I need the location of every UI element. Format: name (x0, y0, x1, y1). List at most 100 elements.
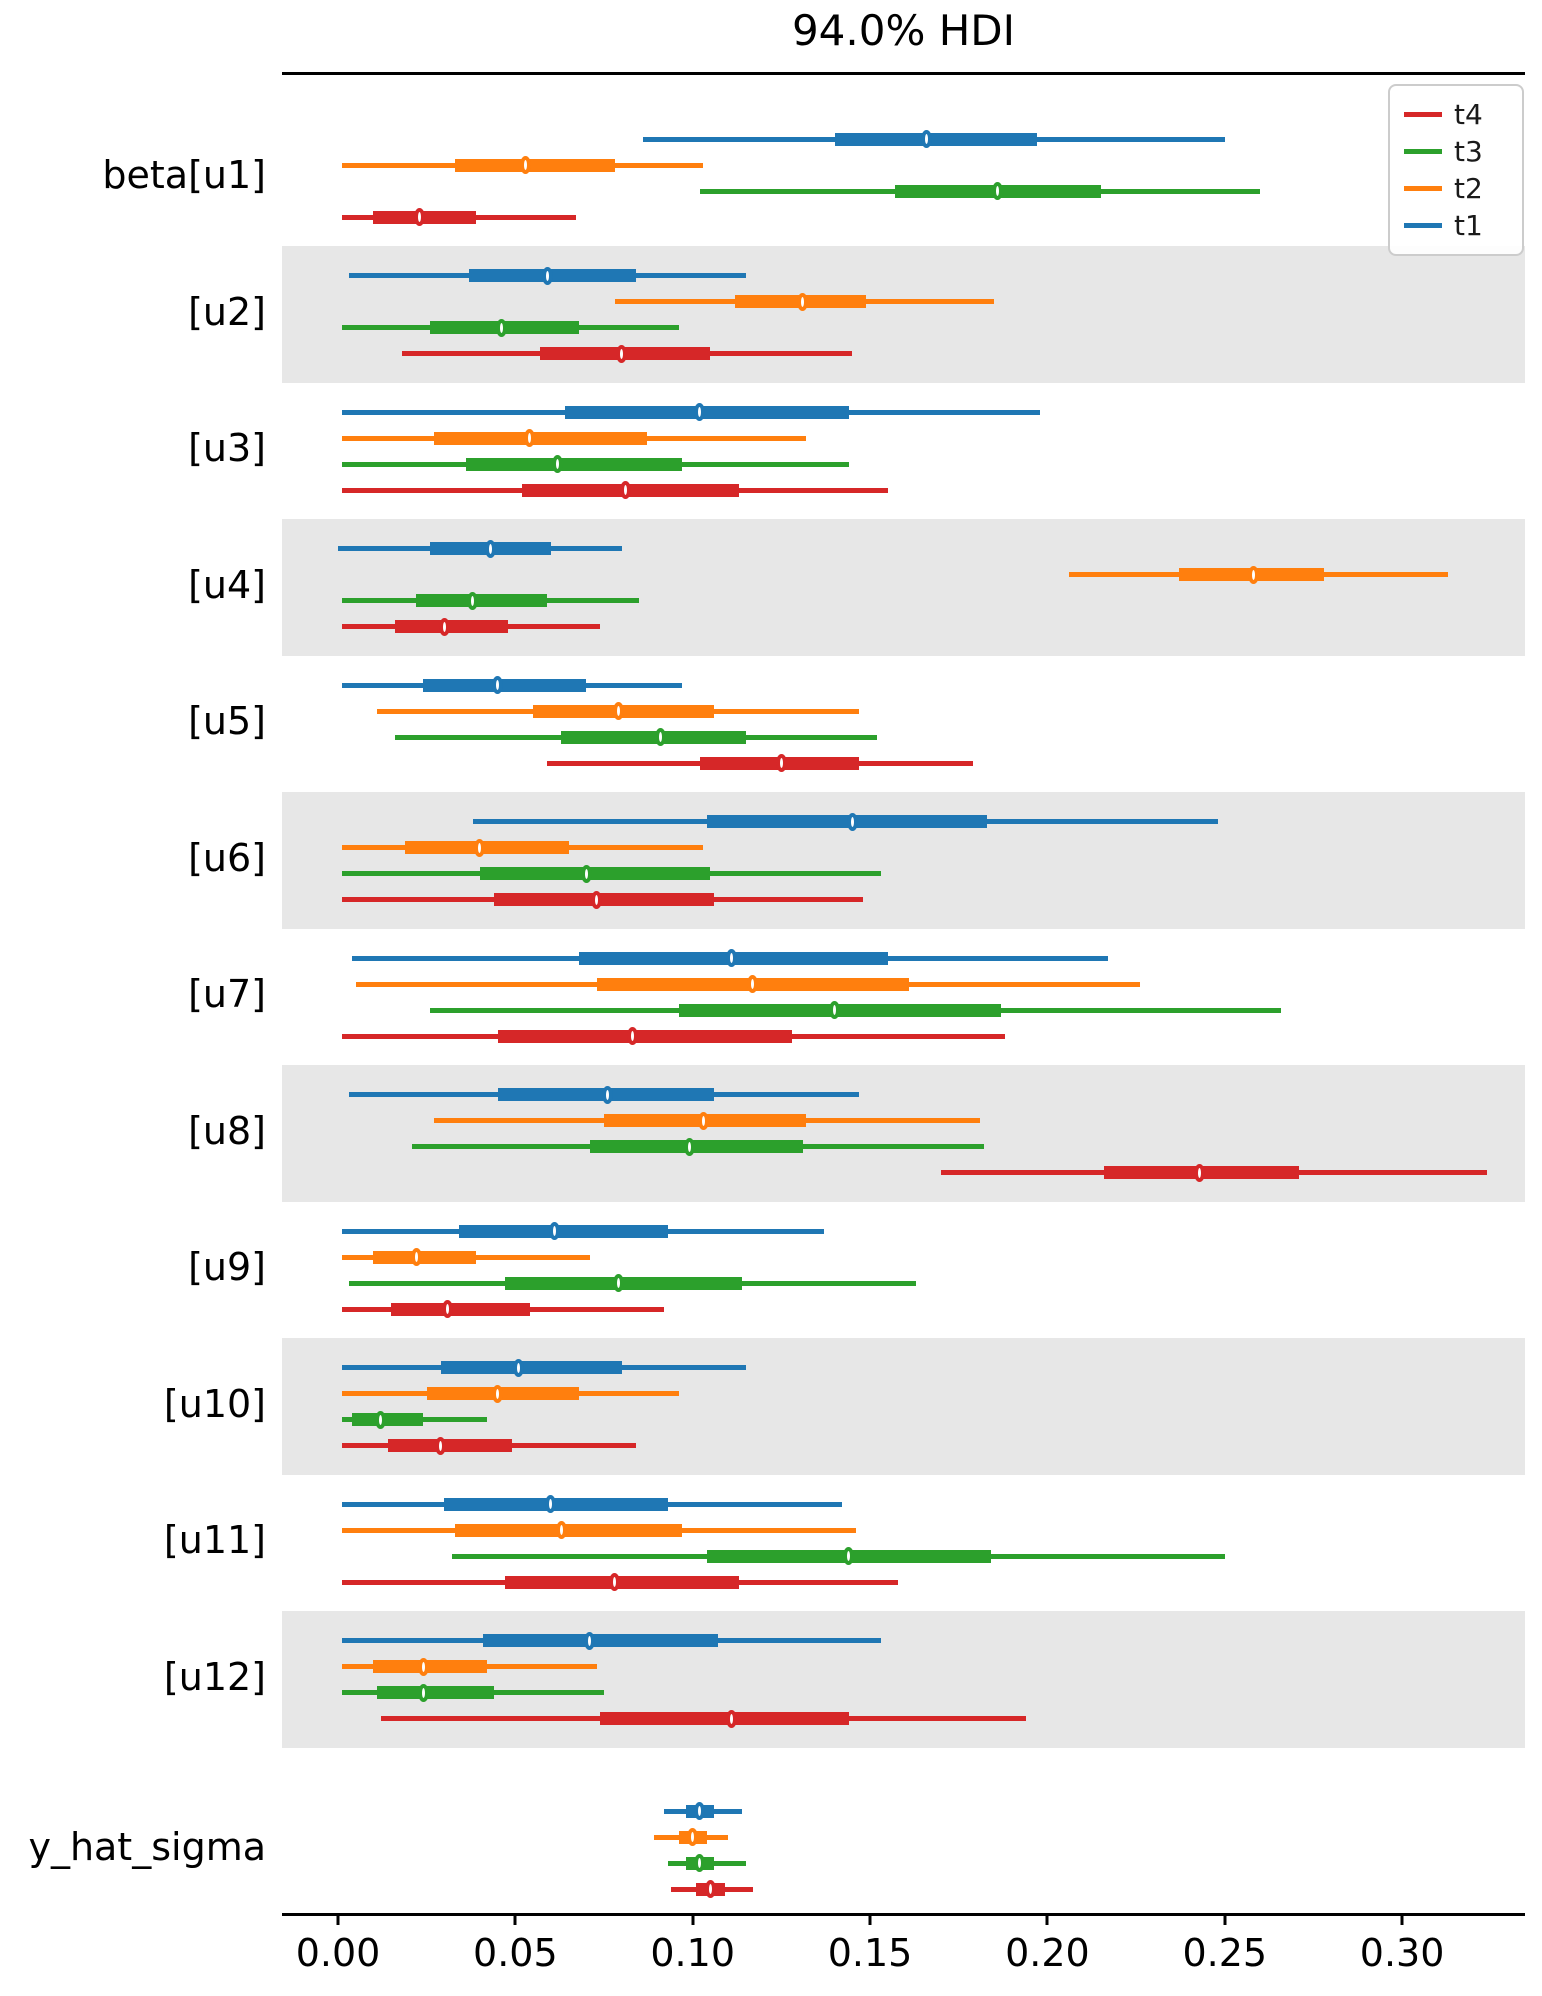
point-estimate-marker (921, 130, 933, 148)
legend-entry: t2 (1404, 170, 1508, 207)
point-estimate-marker (694, 403, 706, 421)
point-estimate-marker (694, 1854, 706, 1872)
point-estimate-marker (747, 975, 759, 993)
quartile-interval-line (405, 841, 569, 854)
quartile-interval-line (444, 1497, 668, 1511)
parameter-label: [u12] (163, 1654, 266, 1699)
parameter-label: [u8] (188, 1108, 266, 1153)
legend-entry: t1 (1404, 207, 1508, 244)
x-axis-tick (336, 1913, 340, 1925)
point-estimate-marker (485, 539, 497, 558)
point-estimate-marker (687, 1828, 699, 1846)
x-axis-tick-label: 0.25 (1182, 1931, 1268, 1975)
quartile-interval-line (377, 1686, 495, 1699)
legend-label: t1 (1454, 208, 1483, 242)
quartile-interval-line (455, 158, 615, 172)
parameter-label: [u9] (188, 1245, 266, 1289)
parameter-label: beta[u1] (102, 153, 266, 197)
x-axis-tick (1045, 1913, 1049, 1925)
x-axis-tick (1400, 1913, 1404, 1925)
x-axis-tick (513, 1913, 517, 1925)
point-estimate-marker (495, 318, 507, 337)
quartile-interval-line (589, 1140, 803, 1153)
quartile-interval-line (387, 1439, 512, 1452)
x-axis-tick (691, 1913, 695, 1925)
point-estimate-marker (694, 1802, 706, 1820)
point-estimate-marker (612, 1274, 624, 1292)
shaded-row-band (282, 1611, 1525, 1748)
shaded-row-band (282, 1338, 1525, 1475)
point-estimate-marker (612, 702, 624, 720)
quartile-interval-line (565, 405, 849, 419)
point-estimate-marker (797, 292, 809, 311)
shaded-row-band (282, 519, 1525, 656)
point-estimate-marker (375, 1410, 387, 1429)
parameter-label: [u4] (188, 562, 266, 607)
quartile-interval-line (433, 431, 647, 445)
quartile-interval-line (834, 132, 1037, 146)
point-estimate-marker (584, 1631, 596, 1650)
point-estimate-marker (829, 1001, 841, 1019)
quartile-interval-line (561, 730, 746, 744)
parameter-label: [u7] (188, 972, 266, 1016)
point-estimate-marker (726, 949, 738, 967)
legend-entry: t4 (1404, 96, 1508, 133)
point-estimate-marker (846, 812, 858, 831)
quartile-interval-line (391, 1302, 530, 1316)
plot-area: 0.00 0.05 0.10 0.15 0.20 0.25 0.30 (282, 72, 1525, 1975)
point-estimate-marker (726, 1709, 738, 1728)
quartile-interval-line (600, 1712, 849, 1725)
quartile-interval-line (504, 1575, 739, 1589)
y-axis-labels: beta[u1] [u2] [u3] [u4] [u5] [u6] [u7] [u8] [u9]… (0, 0, 266, 1996)
parameter-label: [u6] (188, 835, 266, 880)
legend-box: t4 t3 t2 t1 (1388, 84, 1524, 256)
point-estimate-marker (616, 344, 628, 363)
point-estimate-marker (580, 864, 592, 883)
x-axis-tick (868, 1913, 872, 1925)
chart-title: 94.0% HDI (791, 6, 1016, 55)
x-axis-tick (1223, 1913, 1227, 1925)
point-estimate-marker (992, 182, 1004, 200)
legend-line-swatch (1404, 223, 1442, 228)
point-estimate-marker (775, 754, 787, 772)
point-estimate-marker (1247, 565, 1259, 584)
point-estimate-marker (555, 1521, 567, 1539)
point-estimate-marker (1194, 1163, 1206, 1182)
quartile-interval-line (416, 594, 548, 607)
quartile-interval-line (465, 457, 683, 471)
quartile-interval-line (423, 678, 587, 692)
point-estimate-marker (602, 1085, 614, 1104)
quartile-interval-line (494, 893, 714, 906)
point-estimate-marker (492, 1384, 504, 1403)
quartile-interval-line (373, 1660, 487, 1673)
point-estimate-marker (697, 1111, 709, 1130)
point-estimate-marker (442, 1300, 454, 1318)
point-estimate-marker (548, 1222, 560, 1240)
legend-entry: t3 (1404, 133, 1508, 170)
point-estimate-marker (609, 1573, 621, 1591)
point-estimate-marker (492, 676, 504, 694)
x-axis-tick-label: 0.20 (1005, 1931, 1090, 1975)
point-estimate-marker (626, 1027, 638, 1045)
quartile-interval-line (352, 1413, 424, 1426)
legend-line-swatch (1404, 186, 1442, 191)
legend-label: t4 (1454, 97, 1483, 131)
point-estimate-marker (438, 617, 450, 636)
point-estimate-marker (619, 481, 631, 499)
shaded-row-band (282, 246, 1525, 383)
point-estimate-marker (552, 455, 564, 473)
x-axis-tick-label: 0.10 (650, 1931, 735, 1975)
quartile-interval-line (497, 1029, 792, 1043)
quartile-interval-line (479, 867, 711, 880)
shaded-row-band (282, 1065, 1525, 1202)
point-estimate-marker (467, 591, 479, 610)
x-axis-tick-label: 0.00 (295, 1931, 381, 1975)
point-estimate-marker (843, 1547, 855, 1565)
parameter-label: [u10] (163, 1381, 266, 1426)
point-estimate-marker (474, 838, 486, 857)
legend-line-swatch (1404, 112, 1442, 117)
quartile-interval-line (394, 620, 509, 633)
point-estimate-marker (541, 266, 553, 285)
legend-line-swatch (1404, 149, 1442, 154)
